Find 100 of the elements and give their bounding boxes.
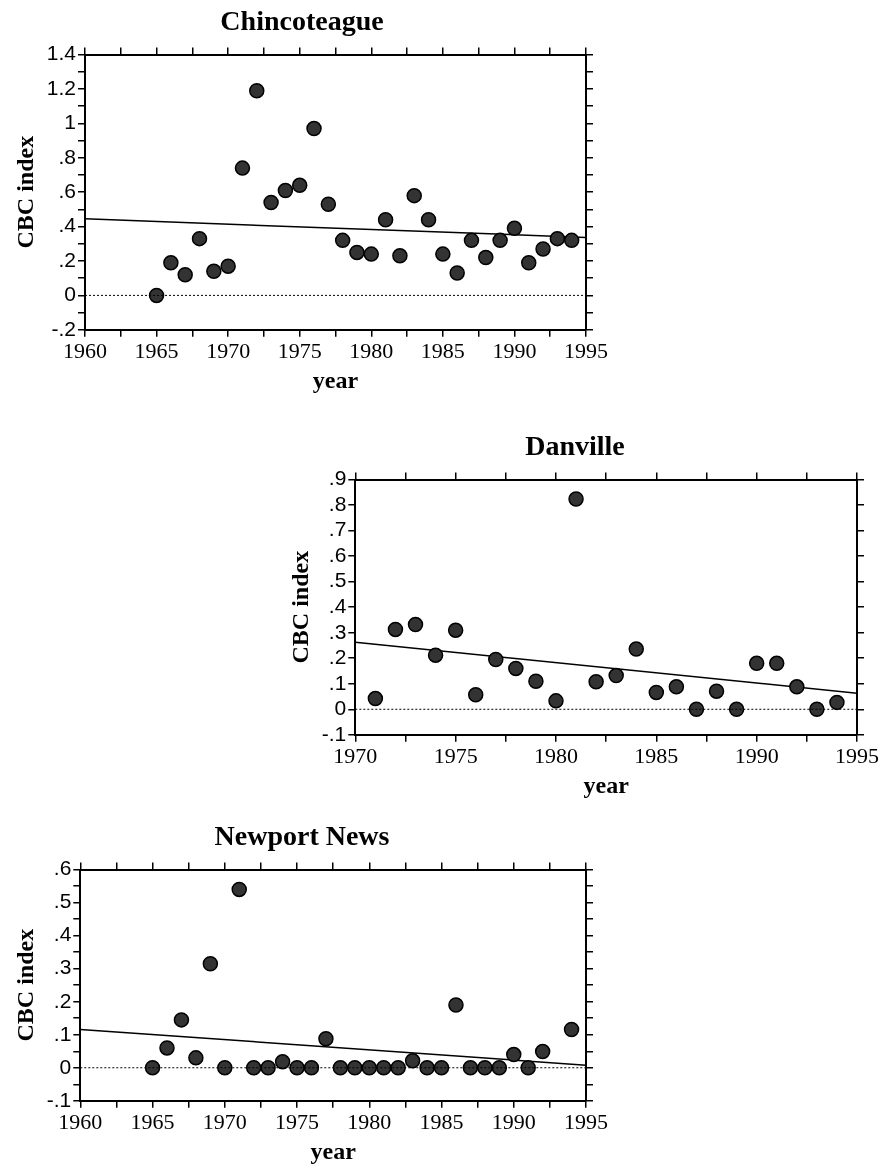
y-tick-label: -.1 <box>321 721 347 745</box>
point <box>306 120 322 137</box>
x-tick-label: 1985 <box>420 337 465 363</box>
point <box>447 622 464 638</box>
point <box>728 701 745 718</box>
point <box>419 1060 435 1076</box>
x-axis-title: year <box>583 771 630 798</box>
point <box>404 1053 421 1069</box>
point <box>363 246 380 262</box>
y-tick-label: .6 <box>58 179 76 202</box>
y-tick-label: .5 <box>53 889 72 913</box>
x-tick-label: 1985 <box>419 1108 464 1134</box>
x-tick-label: 1990 <box>491 1108 536 1134</box>
point <box>748 655 765 672</box>
x-tick-label: 1975 <box>275 1108 320 1134</box>
x-tick-label: 1975 <box>277 337 322 363</box>
y-tick-label: .2 <box>58 247 76 271</box>
point <box>427 647 444 663</box>
point <box>467 686 484 703</box>
x-tick-label: 1970 <box>202 1108 247 1134</box>
point <box>347 1060 363 1076</box>
y-tick-label: .2 <box>328 645 347 669</box>
y-tick-label: -.2 <box>51 316 76 340</box>
x-axis-title: year <box>312 366 359 393</box>
y-axis-title: CBC index <box>11 928 38 1042</box>
point <box>528 673 544 689</box>
point <box>708 683 725 699</box>
y-tick-label: 1 <box>64 110 76 134</box>
point <box>449 265 465 281</box>
point <box>608 667 624 684</box>
y-tick-label: .5 <box>328 568 347 592</box>
point <box>392 248 408 264</box>
point <box>829 694 845 711</box>
y-tick-label: 1.2 <box>46 75 76 99</box>
point <box>549 230 566 247</box>
x-tick-label: 1970 <box>333 742 378 768</box>
point <box>361 1060 378 1076</box>
point <box>234 160 251 176</box>
y-tick-label: .4 <box>328 594 347 617</box>
point <box>433 1060 450 1076</box>
point <box>217 1060 233 1076</box>
x-tick-label: 1980 <box>349 337 394 363</box>
point <box>163 254 179 271</box>
y-tick-label: .4 <box>53 922 72 946</box>
point <box>249 82 265 99</box>
y-axis-title: CBC index <box>11 135 38 249</box>
point <box>548 693 564 709</box>
point <box>206 263 222 280</box>
point <box>491 1060 508 1076</box>
point <box>563 1021 580 1038</box>
x-tick-label: 1975 <box>433 742 478 768</box>
y-tick-label: .8 <box>328 491 347 515</box>
point <box>289 1060 305 1076</box>
x-tick-label: 1980 <box>347 1108 392 1134</box>
point <box>367 690 384 707</box>
point <box>435 246 451 262</box>
point <box>173 1012 190 1028</box>
y-tick-label: .4 <box>58 213 77 237</box>
point <box>188 1050 204 1066</box>
y-tick-label: 1.4 <box>46 41 77 65</box>
point <box>463 232 480 249</box>
point <box>406 187 422 204</box>
point <box>177 267 193 283</box>
chart-title: Danville <box>525 430 625 462</box>
point <box>318 1030 334 1047</box>
point <box>191 230 208 247</box>
x-tick-label: 1995 <box>835 742 879 768</box>
x-tick-label: 1965 <box>130 1108 175 1134</box>
point <box>506 220 523 237</box>
point <box>332 1060 349 1076</box>
point <box>508 660 524 677</box>
x-tick-label: 1980 <box>533 742 578 768</box>
point <box>506 1046 522 1063</box>
point <box>648 684 665 701</box>
point <box>245 1060 262 1076</box>
x-tick-label: 1960 <box>62 337 107 363</box>
point <box>534 1043 551 1060</box>
point <box>488 651 504 668</box>
y-tick-label: .8 <box>58 144 76 168</box>
point <box>220 258 236 274</box>
point <box>809 701 825 718</box>
point <box>159 1040 175 1056</box>
point <box>387 621 404 638</box>
point <box>303 1060 320 1076</box>
x-tick-label: 1960 <box>58 1108 103 1134</box>
point <box>148 287 165 304</box>
y-tick-label: .3 <box>53 955 72 979</box>
point <box>492 232 508 249</box>
point <box>628 641 645 657</box>
x-tick-label: 1995 <box>564 1108 608 1134</box>
point <box>563 232 580 249</box>
point <box>668 679 685 695</box>
point <box>349 244 365 261</box>
chart-title: Newport News <box>214 820 390 852</box>
point <box>477 1060 493 1076</box>
y-tick-label: 0 <box>334 696 347 720</box>
y-tick-label: .1 <box>53 1021 72 1045</box>
point <box>789 679 805 695</box>
y-tick-label: .9 <box>328 466 347 490</box>
point <box>768 655 785 672</box>
